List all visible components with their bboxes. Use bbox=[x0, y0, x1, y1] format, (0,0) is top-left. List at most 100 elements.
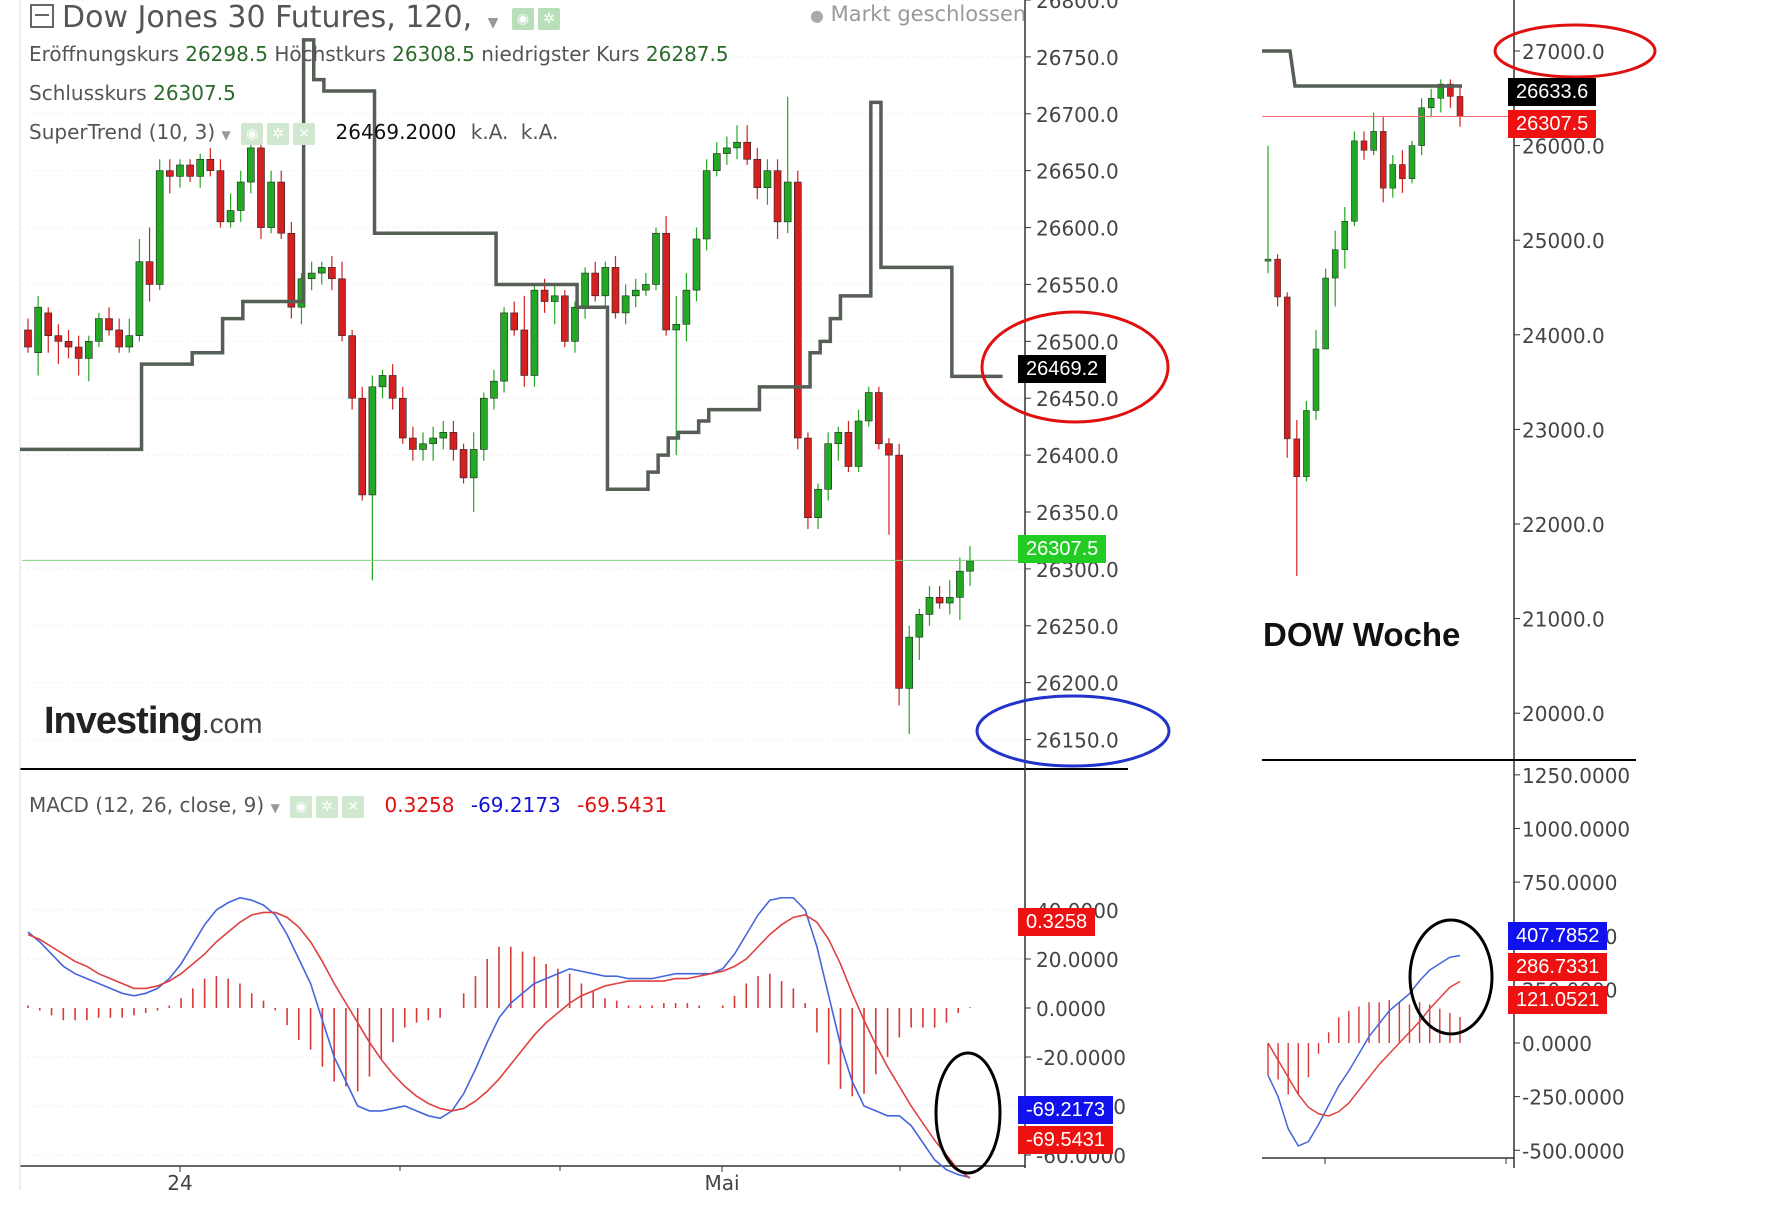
gear-icon[interactable]: ✲ bbox=[316, 795, 339, 818]
price-tick-label: 26550.0 bbox=[1036, 273, 1119, 297]
price-tick-label: 26700.0 bbox=[1036, 103, 1119, 127]
candle-body bbox=[854, 420, 863, 467]
candle-body bbox=[34, 306, 42, 354]
candle-body bbox=[824, 443, 832, 490]
macd-tag-macd: -69.2173 bbox=[1018, 1096, 1113, 1124]
candle-body bbox=[338, 278, 346, 336]
candle-body bbox=[773, 170, 782, 223]
candle-body bbox=[135, 261, 144, 336]
candle-body bbox=[794, 181, 802, 439]
candle-body bbox=[469, 449, 478, 479]
high-label: Höchstkurs bbox=[274, 42, 386, 66]
candle-body bbox=[125, 335, 134, 348]
price-tick-label: 26400.0 bbox=[1036, 444, 1119, 468]
candle-body bbox=[409, 437, 417, 450]
weekly-last-price-tag: 26307.5 bbox=[1508, 110, 1597, 138]
candle-body bbox=[652, 232, 660, 285]
candle-body bbox=[419, 443, 427, 450]
chevron-down-icon[interactable]: ▼ bbox=[270, 801, 280, 815]
annotation-ellipse-27000 bbox=[1493, 23, 1657, 79]
candle-body bbox=[145, 261, 154, 285]
candle-body bbox=[550, 295, 559, 302]
weekly-macd-tag-macd: 407.7852 bbox=[1508, 922, 1608, 950]
gear-icon[interactable]: ✲ bbox=[267, 122, 290, 145]
weekly-candle-body bbox=[1322, 277, 1329, 350]
weekly-candle-body bbox=[1351, 140, 1358, 222]
eye-icon[interactable]: ◉ bbox=[241, 122, 264, 145]
logo-suffix: .com bbox=[201, 708, 263, 739]
collapse-icon[interactable] bbox=[30, 3, 54, 28]
market-status-text: Markt geschlossen bbox=[830, 2, 1027, 26]
price-tick-label: 26500.0 bbox=[1036, 330, 1119, 354]
candle-body bbox=[601, 267, 610, 297]
eye-icon[interactable]: ◉ bbox=[512, 7, 534, 30]
candle-body bbox=[44, 312, 53, 336]
close-icon[interactable]: ✕ bbox=[293, 122, 316, 145]
candle-body bbox=[105, 318, 113, 331]
weekly-macd-tag-signal: 286.7331 bbox=[1508, 953, 1608, 981]
chart-frame bbox=[19, 0, 1636, 1190]
price-tick-label: 26250.0 bbox=[1036, 615, 1119, 639]
weekly-candle-body bbox=[1264, 258, 1272, 262]
weekly-candle-body bbox=[1331, 249, 1339, 279]
open-label: Eröffnungskurs bbox=[29, 42, 179, 66]
price-tick-label: 26650.0 bbox=[1036, 160, 1119, 184]
candle-body bbox=[763, 170, 772, 189]
candle-body bbox=[945, 597, 954, 604]
weekly-candle-body bbox=[1293, 438, 1301, 477]
weekly-candle-body bbox=[1312, 348, 1320, 411]
weekly-candle-body bbox=[1389, 164, 1397, 189]
macd-tick-label: 0.0000 bbox=[1036, 997, 1106, 1021]
supertrend-lines bbox=[20, 38, 1462, 491]
candle-body bbox=[378, 375, 387, 388]
candle-body bbox=[398, 397, 407, 439]
weekly-macd-tick-label: 1250.0000 bbox=[1522, 764, 1630, 788]
chart-title: Dow Jones 30 Futures, 120, ▼ ◉ ✲ bbox=[30, 0, 560, 35]
price-candles bbox=[22, 79, 1514, 734]
macd-value-macd: -69.2173 bbox=[470, 793, 561, 817]
candle-body bbox=[905, 636, 914, 689]
candle-body bbox=[429, 437, 437, 445]
annotation-ellipse-support bbox=[975, 694, 1171, 768]
candle-body bbox=[206, 158, 215, 171]
macd-tag-histogram: 0.3258 bbox=[1018, 908, 1096, 936]
candle-body bbox=[733, 141, 741, 149]
weekly-macd-tick-label: -500.0000 bbox=[1522, 1139, 1625, 1163]
weekly-price-tick-label: 26000.0 bbox=[1522, 135, 1605, 159]
weekly-supertrend-tag: 26633.6 bbox=[1508, 78, 1597, 106]
status-dot-icon: ● bbox=[810, 6, 824, 25]
weekly-price-tick-label: 25000.0 bbox=[1522, 229, 1605, 253]
macd-line bbox=[27, 896, 971, 1179]
candle-body bbox=[611, 267, 620, 314]
low-label: niedrigster Kurs bbox=[481, 42, 640, 66]
macd-legend: MACD (12, 26, close, 9) ▼ ◉ ✲ ✕ 0.3258 -69… bbox=[29, 793, 667, 818]
weekly-macd-tick-label: 1000.0000 bbox=[1522, 818, 1630, 842]
eye-icon[interactable]: ◉ bbox=[290, 795, 313, 818]
candle-body bbox=[956, 570, 964, 598]
candle-body bbox=[115, 329, 123, 348]
candle-body bbox=[74, 346, 83, 359]
symbol-title: Dow Jones 30 Futures, 120, bbox=[62, 0, 473, 35]
candle-body bbox=[95, 318, 103, 342]
candle-body bbox=[844, 432, 853, 467]
candle-body bbox=[712, 153, 721, 171]
supertrend-label: SuperTrend (10, 3) bbox=[29, 120, 216, 144]
open-value: 26298.5 bbox=[185, 42, 268, 66]
close-icon[interactable]: ✕ bbox=[342, 795, 365, 818]
weekly-price-tick-label: 21000.0 bbox=[1522, 608, 1605, 632]
weekly-candle-body bbox=[1283, 296, 1291, 440]
chevron-down-icon[interactable]: ▼ bbox=[221, 128, 231, 142]
chevron-down-icon[interactable]: ▼ bbox=[487, 15, 499, 31]
weekly-macd-line bbox=[1267, 954, 1461, 1147]
candle-body bbox=[530, 289, 539, 376]
annotation-ellipse-supertrend bbox=[980, 310, 1170, 424]
candle-body bbox=[895, 454, 903, 689]
gear-icon[interactable]: ✲ bbox=[538, 7, 560, 30]
candle-body bbox=[520, 329, 529, 376]
x-tick-label: 24 bbox=[167, 1171, 192, 1195]
weekly-candle-body bbox=[1399, 164, 1406, 179]
candle-body bbox=[702, 170, 711, 240]
candle-body bbox=[226, 210, 235, 223]
candle-body bbox=[682, 289, 691, 325]
weekly-candle-body bbox=[1360, 140, 1368, 151]
